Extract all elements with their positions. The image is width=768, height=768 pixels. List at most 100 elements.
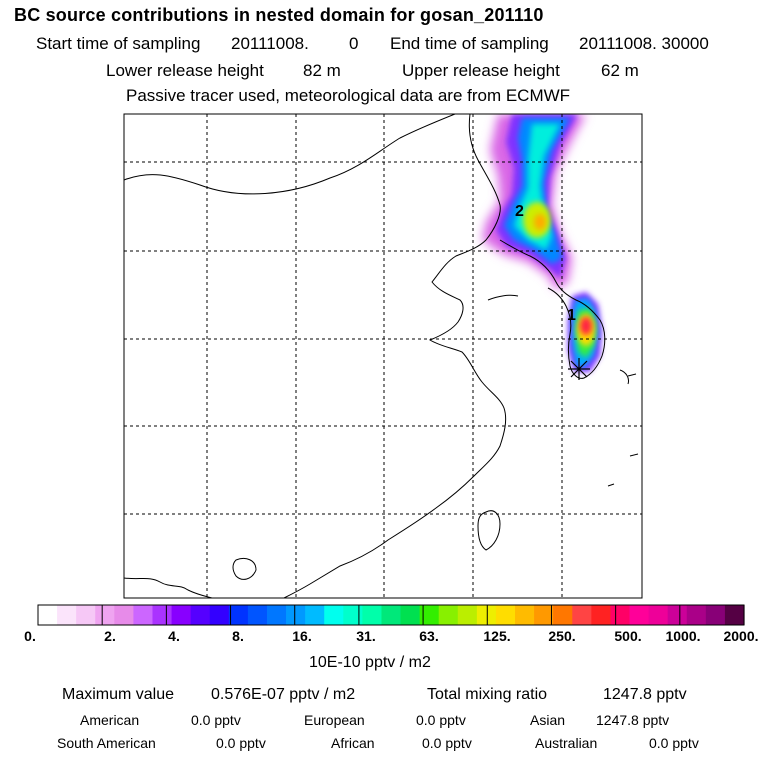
vietnam-border — [124, 577, 213, 598]
colorbar-swatch — [228, 605, 249, 625]
region-value: 0.0 pptv — [216, 735, 266, 751]
colorbar-tick: 2. — [104, 628, 116, 644]
colorbar-tick: 31. — [356, 628, 376, 644]
region-name: European — [304, 712, 365, 728]
colorbar-tick: 2000. — [723, 628, 759, 644]
taiwan — [477, 510, 501, 551]
colorbar-swatch — [648, 605, 669, 625]
hainan — [232, 557, 257, 580]
colorbar-swatch — [286, 605, 306, 625]
graticule — [124, 114, 642, 598]
plume-label-1: 1 — [567, 307, 576, 324]
lower-release-value: 82 m — [303, 61, 341, 80]
region-name: Australian — [535, 735, 598, 751]
plume-label-2: 2 — [515, 203, 524, 220]
region-name: South American — [57, 735, 156, 751]
colorbar-swatch — [57, 605, 77, 625]
colorbar-swatch — [95, 605, 115, 625]
korea-peninsula — [499, 239, 606, 379]
colorbar-swatch — [209, 605, 230, 625]
colorbar-swatch — [305, 605, 325, 625]
colorbar-swatch — [419, 605, 440, 625]
colorbar-swatch — [190, 605, 211, 625]
receptor-star-icon — [568, 358, 590, 380]
colorbar-swatch — [76, 605, 96, 625]
colorbar-swatch — [724, 605, 745, 625]
colorbar-swatch — [266, 605, 287, 625]
colorbar-swatch — [553, 605, 573, 625]
ryukyu-3 — [627, 373, 637, 377]
colorbar-tick: 4. — [168, 628, 180, 644]
plot-title: BC source contributions in nested domain… — [14, 5, 544, 25]
colorbar-swatch — [171, 605, 192, 625]
start-time-label: Start time of sampling — [36, 34, 201, 53]
colorbar-tick: 250. — [548, 628, 576, 644]
ryukyu-1 — [629, 453, 639, 457]
colorbar-swatch — [457, 605, 478, 625]
total-mixing-value: 1247.8 pptv — [603, 686, 687, 703]
region-value: 0.0 pptv — [416, 712, 466, 728]
upper-release-label: Upper release height — [402, 61, 560, 80]
start-time-value: 20111008. — [231, 34, 309, 53]
colorbar — [38, 605, 745, 625]
shandong-coast — [487, 294, 519, 301]
mainland-coast — [283, 114, 507, 598]
region-name: Asian — [530, 712, 566, 728]
colorbar-swatch — [133, 605, 154, 625]
colorbar-swatch — [495, 605, 516, 625]
colorbar-swatch — [476, 605, 497, 625]
colorbar-swatch — [247, 605, 268, 625]
japan-kyushu — [619, 369, 629, 385]
ryukyu-2 — [607, 483, 615, 487]
total-mixing-label: Total mixing ratio — [427, 686, 548, 703]
colorbar-swatch — [362, 605, 383, 625]
lower-release-label: Lower release height — [106, 61, 264, 80]
plume-red-south — [580, 317, 592, 335]
colorbar-swatch — [381, 605, 402, 625]
colorbar-tick: 500. — [614, 628, 642, 644]
region-name: American — [80, 712, 140, 728]
colorbar-tick: 0. — [24, 628, 36, 644]
tracer-note: Passive tracer used, meteorological data… — [126, 86, 571, 105]
colorbar-swatch — [686, 605, 707, 625]
colorbar-tick: 125. — [483, 628, 511, 644]
china-coastline — [124, 114, 456, 195]
plume-field — [482, 114, 602, 372]
map-frame — [123, 113, 643, 599]
colorbar-swatch — [629, 605, 650, 625]
upper-release-value: 62 m — [601, 61, 639, 80]
colorbar-tick: 16. — [292, 628, 312, 644]
colorbar-swatch — [534, 605, 554, 625]
plume-orange-north — [534, 214, 546, 230]
colorbar-swatch — [400, 605, 421, 625]
max-value-label: Maximum value — [62, 686, 175, 703]
region-value: 0.0 pptv — [191, 712, 241, 728]
colorbar-swatch — [705, 605, 726, 625]
region-name: African — [331, 735, 375, 751]
colorbar-tick: 63. — [419, 628, 439, 644]
max-value: 0.576E-07 pptv / m2 — [211, 686, 356, 703]
colorbar-swatch — [610, 605, 631, 625]
region-value: 0.0 pptv — [422, 735, 472, 751]
colorbar-swatch — [324, 605, 344, 625]
coastlines — [124, 114, 639, 598]
region-value: 0.0 pptv — [649, 735, 699, 751]
colorbar-swatch — [152, 605, 173, 625]
colorbar-unit: 10E-10 pptv / m2 — [309, 654, 431, 671]
colorbar-swatch — [343, 605, 363, 625]
colorbar-swatch — [667, 605, 688, 625]
start-time-hour: 0 — [349, 34, 359, 53]
colorbar-swatch — [438, 605, 459, 625]
colorbar-swatch — [515, 605, 535, 625]
region-value: 1247.8 pptv — [596, 712, 670, 728]
colorbar-tick: 1000. — [665, 628, 701, 644]
colorbar-swatch — [572, 605, 592, 625]
end-time-label: End time of sampling — [390, 34, 549, 53]
colorbar-frame — [37, 604, 745, 626]
end-time-value: 20111008. 30000 — [579, 34, 709, 53]
colorbar-tick: 8. — [232, 628, 244, 644]
colorbar-swatch — [591, 605, 612, 625]
colorbar-swatch — [38, 605, 58, 625]
colorbar-swatch — [114, 605, 134, 625]
